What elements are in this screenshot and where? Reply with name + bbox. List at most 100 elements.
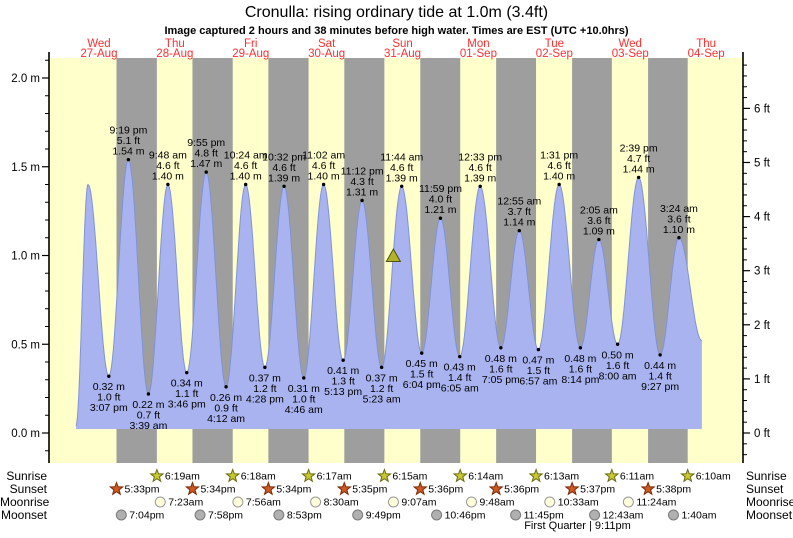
moonrise-row-label-right: Moonrise xyxy=(746,495,793,509)
astro-event-time: 7:23am xyxy=(168,497,203,509)
low-tide-label: 1.4 ft xyxy=(448,372,471,384)
sunset-star-icon xyxy=(488,481,504,496)
moon-phase-text: First Quarter | 9:11pm xyxy=(524,520,631,532)
low-tide-label: 7:05 pm xyxy=(482,374,520,386)
low-tide-label: 6:57 am xyxy=(519,376,557,388)
low-tide-label: 0.48 m xyxy=(485,353,517,365)
low-tide-label: 0.48 m xyxy=(564,353,596,365)
high-tide-label: 4.8 ft xyxy=(195,148,218,160)
astro-event-time: 11:45pm xyxy=(524,510,564,522)
high-tide-label: 9:55 pm xyxy=(187,137,225,149)
moonrise-circle-icon xyxy=(622,496,634,508)
low-tide-label: 0.34 m xyxy=(171,378,203,390)
astro-event-time: 6:13am xyxy=(544,471,579,483)
tide-area xyxy=(75,159,702,429)
day-weekday-label: Wed xyxy=(619,38,642,50)
day-weekday-label: Sun xyxy=(392,38,412,50)
tide-extreme-dot xyxy=(282,184,286,188)
high-tide-label: 4.7 ft xyxy=(627,153,650,165)
day-date-label: 27-Aug xyxy=(80,48,117,60)
astro-event-time: 6:18am xyxy=(241,471,276,483)
tide-extreme-dot xyxy=(400,184,404,188)
tide-extreme-dot xyxy=(341,358,345,362)
moonrise-circle-icon xyxy=(544,496,556,508)
day-date-label: 29-Aug xyxy=(232,48,269,60)
current-tide-marker-triangle xyxy=(385,247,402,262)
astro-event-time: 12:43am xyxy=(603,510,644,522)
low-tide-label: 4:46 am xyxy=(285,404,323,416)
moonset-circle-icon xyxy=(194,509,206,521)
astro-event-time: 5:34pm xyxy=(276,484,311,496)
day-weekday-label: Thu xyxy=(696,38,716,50)
low-tide-label: 0.37 m xyxy=(366,372,398,384)
astro-event-time: 5:37pm xyxy=(580,484,615,496)
tide-extreme-dot xyxy=(499,346,503,350)
tide-extreme-dot xyxy=(166,182,170,187)
astro-event-time: 5:35pm xyxy=(352,484,387,496)
high-tide-label: 1.39 m xyxy=(464,172,496,184)
low-tide-label: 4:28 pm xyxy=(246,393,284,405)
low-tide-label: 1.1 ft xyxy=(175,388,198,400)
low-tide-label: 1.6 ft xyxy=(489,363,512,375)
low-tide-label: 0.44 m xyxy=(644,360,676,372)
high-tide-label: 4.6 ft xyxy=(234,160,257,172)
tide-extreme-dot xyxy=(438,216,443,220)
high-tide-label: 3:24 am xyxy=(660,203,698,215)
low-tide-label: 8:14 pm xyxy=(561,374,599,386)
tide-extreme-dot xyxy=(302,376,306,380)
high-tide-label: 3.7 ft xyxy=(508,206,531,218)
moonset-circle-icon xyxy=(273,509,285,521)
high-tide-label: 4.6 ft xyxy=(547,160,570,172)
sunrise-star-icon xyxy=(604,468,620,483)
astro-event-time: 6:17am xyxy=(317,471,352,483)
day-weekday-label: Sat xyxy=(318,38,336,50)
high-tide-label: 1.39 m xyxy=(268,172,300,184)
tide-extreme-dot xyxy=(263,365,267,370)
moonrise-circle-icon xyxy=(465,496,477,508)
tide-extreme-dot xyxy=(146,392,151,396)
sunset-row-label-right: Sunset xyxy=(746,482,784,496)
high-tide-label: 1.10 m xyxy=(663,224,695,236)
low-tide-label: 3:39 am xyxy=(129,420,167,432)
high-tide-label: 1.09 m xyxy=(583,226,615,238)
astro-event-time: 6:15am xyxy=(392,471,427,483)
astro-event-time: 9:48am xyxy=(479,497,514,509)
low-tide-label: 6:05 am xyxy=(441,383,479,395)
low-tide-label: 0.7 ft xyxy=(137,409,160,421)
astro-event-time: 6:10am xyxy=(696,471,731,483)
tide-extreme-dot xyxy=(224,385,228,389)
right-axis-tick-label: 2 ft xyxy=(754,320,771,332)
high-tide-label: 9:19 pm xyxy=(109,125,147,137)
high-tide-label: 12:33 pm xyxy=(458,151,502,163)
sunset-star-icon xyxy=(108,481,125,496)
sunrise-star-icon xyxy=(452,468,468,483)
tide-extreme-dot xyxy=(420,351,424,355)
tide-extreme-dot xyxy=(517,228,521,233)
moonrise-circle-icon xyxy=(232,496,244,508)
right-axis-tick-label: 1 ft xyxy=(754,374,771,386)
moonrise-circle-icon xyxy=(154,496,166,508)
low-tide-label: 5:23 am xyxy=(363,393,401,405)
day-date-label: 03-Sep xyxy=(612,48,649,60)
astro-event-time: 5:33pm xyxy=(125,484,160,496)
low-tide-label: 0.26 m xyxy=(210,392,242,404)
left-axis-tick-label: 1.0 m xyxy=(11,251,40,263)
high-tide-label: 4.6 ft xyxy=(390,162,413,174)
high-tide-label: 4.6 ft xyxy=(312,160,335,172)
low-tide-label: 1.4 ft xyxy=(648,370,671,382)
day-date-label: 30-Aug xyxy=(308,48,345,60)
sunrise-star-icon xyxy=(149,468,165,483)
low-tide-label: 1.2 ft xyxy=(253,383,276,395)
astro-event-time: 8:30am xyxy=(324,497,359,509)
page-subtitle: Image captured 2 hours and 38 minutes be… xyxy=(164,25,629,37)
high-tide-label: 12:55 am xyxy=(497,196,541,208)
left-axis-tick-label: 2.0 m xyxy=(11,73,40,85)
low-tide-label: 3:07 pm xyxy=(90,402,128,414)
high-tide-label: 1.47 m xyxy=(190,158,222,170)
low-tide-label: 0.22 m xyxy=(132,399,164,411)
tide-extreme-dot xyxy=(636,175,641,180)
astro-event-time: 7:58pm xyxy=(208,510,243,522)
sunrise-star-icon xyxy=(301,468,317,483)
low-tide-label: 0.32 m xyxy=(93,381,125,393)
